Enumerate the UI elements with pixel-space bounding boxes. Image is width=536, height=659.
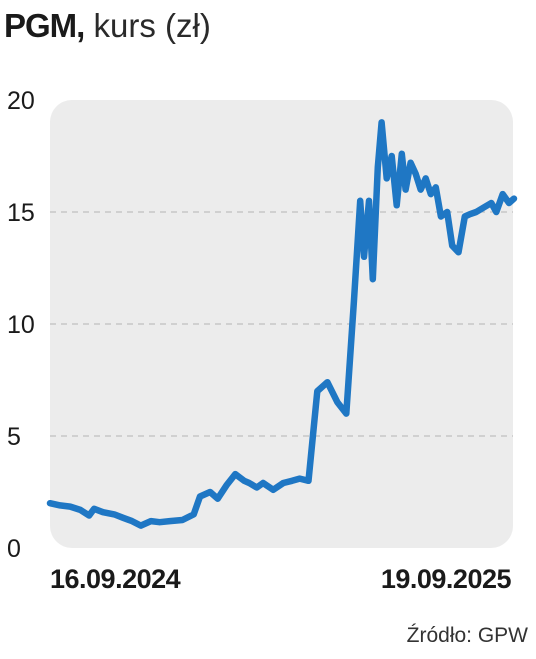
y-axis-ticks: 0 5 10 15 20 <box>7 87 35 563</box>
y-tick-label: 20 <box>7 87 35 115</box>
title-subtitle: kurs (zł) <box>93 7 211 44</box>
y-tick-label: 10 <box>7 311 35 339</box>
y-tick-label: 0 <box>7 535 21 563</box>
grid-lines <box>50 211 513 437</box>
chart-title: PGM, kurs (zł) <box>4 4 211 48</box>
y-tick-label: 5 <box>7 423 21 451</box>
x-axis-ticks: 16.09.2024 19.09.2025 <box>50 564 512 594</box>
source-note: Źródło: GPW <box>406 624 528 647</box>
y-tick-label: 15 <box>7 199 35 227</box>
ticker-label: PGM, <box>4 7 85 44</box>
x-tick-label: 16.09.2024 <box>50 564 181 594</box>
price-line <box>46 119 518 529</box>
x-tick-label: 19.09.2025 <box>381 564 512 594</box>
series-group <box>46 119 518 529</box>
